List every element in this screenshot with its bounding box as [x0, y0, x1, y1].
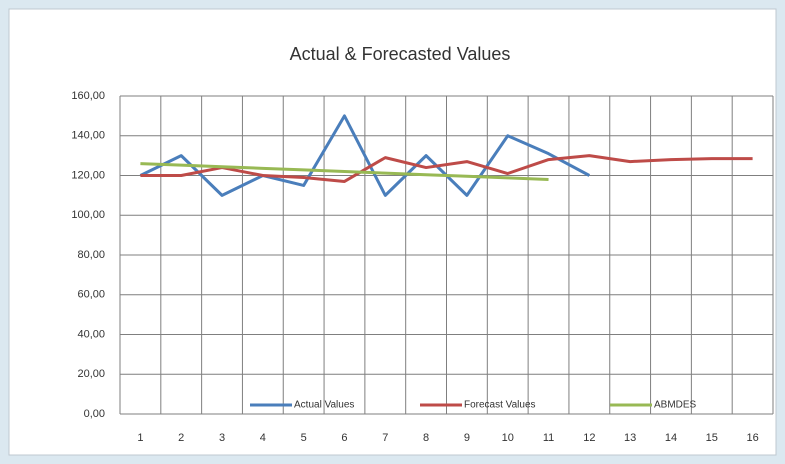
y-tick-label: 80,00	[77, 249, 105, 261]
chart-area	[8, 8, 777, 456]
y-tick-label: 140,00	[71, 130, 105, 142]
series-line	[140, 162, 549, 181]
legend-label: Actual Values	[294, 400, 354, 411]
x-tick-label: 10	[502, 432, 514, 444]
y-tick-label: 0,00	[84, 408, 105, 420]
chart-title: Actual & Forecasted Values	[290, 44, 511, 64]
legend-label: Forecast Values	[464, 400, 536, 411]
x-tick-label: 6	[341, 432, 347, 444]
x-tick-label: 11	[543, 432, 554, 444]
x-tick-label: 1	[137, 432, 143, 444]
x-tick-label: 15	[706, 432, 718, 444]
series-line	[140, 154, 753, 183]
x-tick-label: 4	[260, 432, 266, 444]
x-tick-label: 13	[624, 432, 636, 444]
x-tick-label: 12	[583, 432, 595, 444]
y-tick-label: 20,00	[77, 368, 105, 380]
y-tick-label: 100,00	[71, 209, 105, 221]
y-tick-label: 40,00	[77, 328, 105, 340]
y-tick-label: 120,00	[71, 169, 105, 181]
series-line	[139, 114, 591, 197]
x-tick-label: 9	[464, 432, 470, 444]
x-tick-label: 8	[423, 432, 429, 444]
x-tick-label: 2	[178, 432, 184, 444]
x-tick-label: 14	[665, 432, 677, 444]
x-tick-label: 7	[382, 432, 388, 444]
legend-label: ABMDES	[654, 400, 697, 411]
y-tick-label: 160,00	[71, 90, 105, 102]
x-tick-label: 5	[301, 432, 307, 444]
y-tick-label: 60,00	[77, 289, 105, 301]
x-tick-label: 16	[746, 432, 758, 444]
x-tick-label: 3	[219, 432, 225, 444]
